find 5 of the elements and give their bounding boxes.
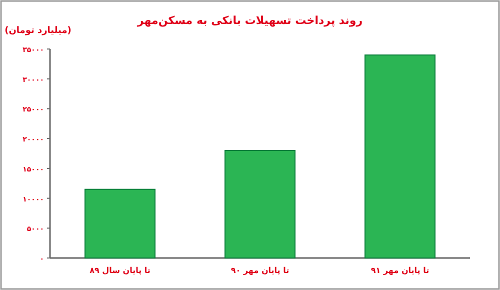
x-tick-label: تا پایان مهر ۹۰ [230, 266, 290, 275]
y-axis-title: (میلیارد تومان) [4, 26, 72, 36]
x-tick-label: تا پایان مهر ۹۱ [370, 266, 430, 275]
chart-title: روند پرداخت تسهیلات بانکی به مسکن‌مهر [136, 14, 363, 27]
x-tick-label: تا پایان سال ۸۹ [90, 266, 150, 275]
